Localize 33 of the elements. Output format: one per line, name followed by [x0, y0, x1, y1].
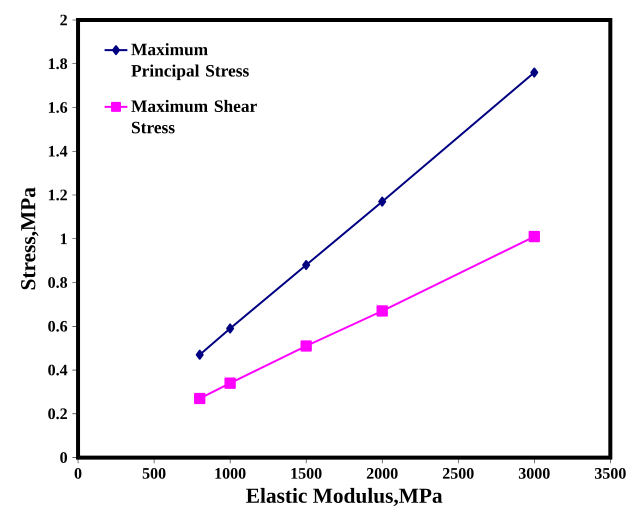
point [530, 67, 538, 78]
point [302, 260, 310, 270]
y-tick-label: 0.2 [48, 408, 67, 420]
x-tick-label: 0 [74, 468, 82, 479]
y-tick-label: 1.6 [48, 102, 68, 113]
x-tick-label: 3500 [594, 468, 626, 479]
point [196, 350, 204, 360]
point [376, 305, 388, 317]
y-tick-label: 0.8 [48, 276, 68, 288]
y-tick-label: 0.6 [48, 320, 68, 332]
y-tick-label: 2 [60, 14, 67, 26]
x-axis-title: Elastic Modulus,MPa [246, 488, 442, 506]
y-tick-label: 0 [60, 452, 68, 463]
x-tick-label: 3000 [518, 468, 550, 479]
x-tick-label: 1500 [291, 468, 322, 479]
point [226, 323, 234, 334]
x-tick-label: 500 [142, 468, 166, 479]
y-axis-title: Stress,MPa [21, 187, 38, 290]
point [194, 392, 206, 404]
point [224, 377, 236, 389]
x-tick-label: 1000 [215, 468, 246, 479]
x-tick-label: 2000 [366, 468, 398, 479]
y-tick-label: 0.4 [48, 364, 68, 376]
y-tick-label: 1.8 [48, 58, 68, 70]
legend-label: Maximum Principal Stress [131, 42, 249, 80]
y-tick-label: 1.2 [48, 189, 67, 200]
legend-label: Maximum Shear Stress [131, 100, 257, 134]
y-tick-label: 1.4 [48, 146, 68, 157]
point [300, 340, 312, 352]
point [528, 230, 540, 242]
y-tick-label: 1 [60, 233, 67, 244]
point [378, 196, 386, 206]
x-tick-label: 2500 [442, 468, 474, 479]
